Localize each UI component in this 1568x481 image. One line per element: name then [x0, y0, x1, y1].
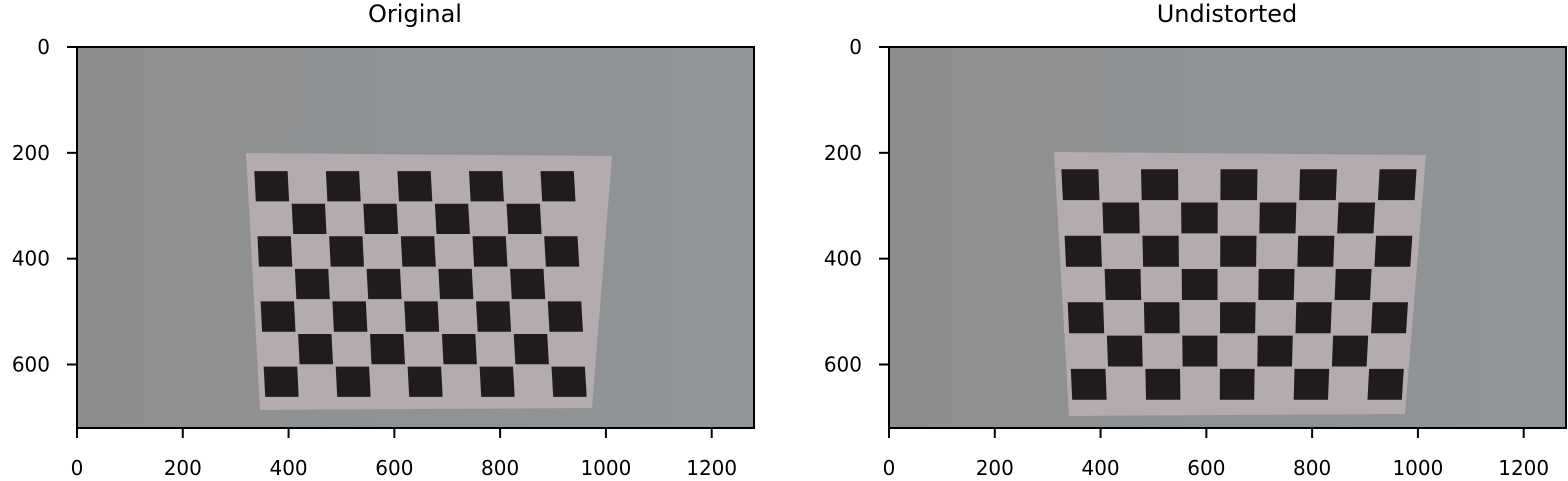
- panel-undistorted: Undistorted 0 200 400 600 0 200 400 600 800 1000…: [824, 0, 1567, 480]
- checker-square: [257, 236, 293, 267]
- panel-title: Original: [368, 0, 462, 28]
- checker-square: [332, 301, 368, 332]
- checker-square: [1219, 368, 1255, 400]
- checker-square: [547, 301, 583, 332]
- checker-square: [472, 236, 508, 267]
- y-axis: 0 200 400 600: [12, 35, 77, 377]
- x-tick-label: 600: [1187, 456, 1225, 480]
- checker-square: [1220, 169, 1258, 201]
- panel-original: Original 0 200 400 600 0 200 400 600 800 1000 120…: [12, 0, 755, 480]
- checker-square: [506, 203, 542, 234]
- checker-square: [1367, 368, 1404, 400]
- checker-square: [325, 171, 361, 202]
- photo-original: [77, 47, 754, 428]
- checker-square: [540, 171, 576, 202]
- checker-square: [1377, 169, 1417, 201]
- checker-square: [1257, 335, 1293, 367]
- checker-square: [1061, 169, 1100, 201]
- checker-square: [294, 268, 330, 300]
- checker-square: [400, 236, 436, 267]
- checker-square: [1142, 235, 1179, 267]
- checker-square: [1299, 169, 1337, 201]
- checker-square: [476, 301, 512, 332]
- x-axis: 0 200 400 600 800 1000 1200: [71, 428, 737, 480]
- checker-square: [397, 171, 433, 202]
- checker-square: [1181, 269, 1218, 300]
- checker-square: [370, 334, 405, 365]
- x-tick-label: 200: [164, 456, 202, 480]
- checker-square: [1337, 202, 1376, 234]
- checker-square: [366, 268, 402, 300]
- checker-square: [1070, 368, 1107, 400]
- photo-undistorted: [889, 47, 1566, 428]
- checker-square: [1258, 269, 1295, 300]
- checker-square: [1104, 269, 1142, 300]
- checker-square: [363, 203, 399, 234]
- checker-square: [1067, 302, 1105, 334]
- checker-square: [551, 366, 587, 397]
- checker-square: [1141, 169, 1179, 201]
- checker-square: [1331, 335, 1369, 367]
- checker-square: [1182, 335, 1218, 367]
- checker-square: [254, 171, 290, 202]
- checker-square: [407, 366, 443, 397]
- checker-square: [260, 301, 296, 332]
- checker-square: [263, 366, 299, 397]
- checker-square: [291, 203, 327, 234]
- checker-square: [1181, 202, 1218, 234]
- y-tick-label: 0: [37, 35, 50, 59]
- checker-square: [510, 268, 546, 300]
- x-tick-label: 400: [1081, 456, 1119, 480]
- checker-square: [1143, 302, 1180, 334]
- checker-square: [1145, 368, 1181, 400]
- x-tick-label: 400: [269, 456, 307, 480]
- checker-square: [544, 236, 580, 267]
- x-tick-label: 800: [481, 456, 519, 480]
- checker-square: [1064, 235, 1102, 267]
- x-tick-label: 1200: [686, 456, 737, 480]
- x-tick-label: 1200: [1498, 456, 1549, 480]
- checker-square: [434, 203, 470, 234]
- x-tick-label: 200: [976, 456, 1014, 480]
- x-tick-label: 600: [375, 456, 413, 480]
- checker-square: [469, 171, 504, 202]
- y-tick-label: 600: [824, 353, 862, 377]
- y-tick-label: 200: [12, 141, 50, 165]
- checker-square: [438, 268, 474, 300]
- checker-square: [1220, 302, 1256, 334]
- x-axis: 0 200 400 600 800 1000 1200: [883, 428, 1549, 480]
- checker-square: [329, 236, 364, 267]
- checker-square: [1220, 235, 1257, 267]
- checker-square: [335, 366, 371, 397]
- checker-square: [1259, 202, 1297, 234]
- y-tick-label: 600: [12, 353, 50, 377]
- checker-square: [404, 301, 440, 332]
- y-tick-label: 400: [824, 247, 862, 271]
- axes-frame: [76, 46, 755, 429]
- checker-square: [1295, 302, 1332, 334]
- checker-square: [1293, 368, 1330, 400]
- checker-square: [1334, 269, 1372, 300]
- checker-square: [1102, 202, 1140, 234]
- x-tick-label: 0: [71, 456, 84, 480]
- x-tick-label: 1000: [1392, 456, 1443, 480]
- checker-square: [298, 334, 333, 365]
- y-axis: 0 200 400 600: [824, 35, 889, 377]
- y-tick-label: 0: [849, 35, 862, 59]
- panel-title: Undistorted: [1157, 0, 1298, 28]
- checker-square: [1374, 235, 1413, 267]
- checker-square: [1106, 335, 1143, 367]
- x-tick-label: 800: [1293, 456, 1331, 480]
- x-tick-label: 1000: [580, 456, 631, 480]
- y-tick-label: 400: [12, 247, 50, 271]
- y-tick-label: 200: [824, 141, 862, 165]
- x-tick-label: 0: [883, 456, 896, 480]
- axes-frame: [888, 46, 1567, 429]
- checker-square: [441, 334, 477, 365]
- checker-square: [1297, 235, 1335, 267]
- checker-square: [479, 366, 515, 397]
- checker-square: [513, 334, 549, 365]
- checker-square: [1371, 302, 1408, 334]
